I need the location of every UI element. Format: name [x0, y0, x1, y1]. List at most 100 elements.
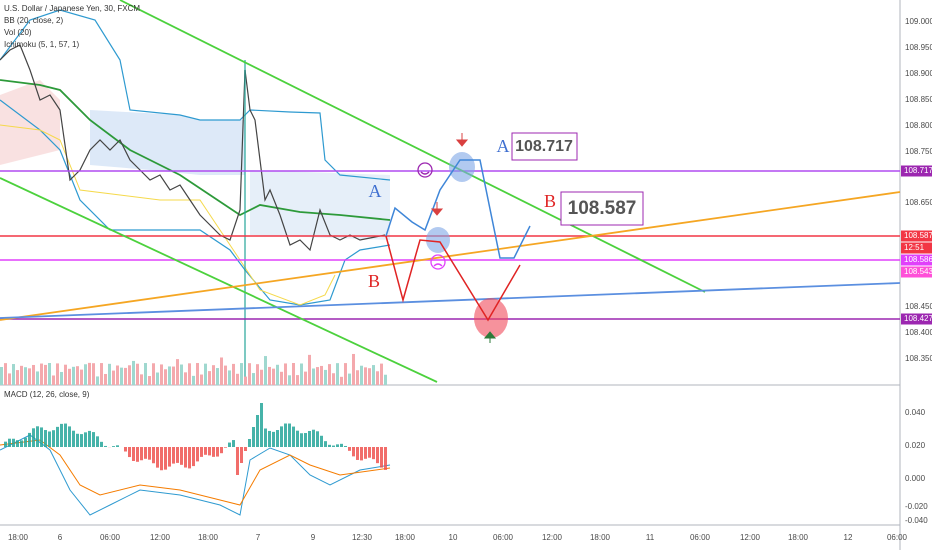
volume-bar	[308, 354, 311, 385]
histogram-bar	[344, 445, 347, 447]
volume-bar	[132, 360, 135, 385]
histogram-bar	[380, 447, 383, 468]
target-circle	[449, 152, 475, 182]
price-tag	[901, 266, 932, 278]
histogram-bar	[252, 427, 255, 447]
histogram-bar	[84, 432, 87, 447]
volume-bar	[12, 364, 15, 385]
volume-bar	[40, 363, 43, 385]
volume-bar	[172, 366, 175, 385]
histogram-bar	[12, 438, 15, 447]
histogram-bar	[148, 447, 151, 460]
volume-bar	[284, 363, 287, 385]
volume-bar	[352, 353, 355, 385]
price-axis-label: 108.800	[905, 121, 932, 130]
histogram-bar	[228, 442, 231, 447]
sad-face	[430, 254, 446, 270]
volume-bar	[100, 363, 103, 385]
histogram-bar	[240, 447, 243, 463]
volume-bar	[0, 367, 3, 385]
price-axis-label: 109.000	[905, 17, 932, 26]
volume-bar	[232, 363, 235, 385]
volume-bar	[120, 367, 123, 385]
histogram-bar	[124, 447, 127, 452]
volume-bar	[220, 357, 223, 385]
histogram-bar	[316, 431, 319, 447]
bb-basis	[0, 79, 391, 221]
volume-bar	[148, 376, 151, 385]
histogram-bar	[260, 403, 263, 447]
volume-bar	[60, 371, 63, 385]
volume-bar	[296, 375, 299, 385]
histogram-bar	[20, 440, 23, 447]
volume-bar	[8, 373, 11, 385]
price-axis-label: 108.450	[905, 302, 932, 311]
volume-bar	[368, 368, 371, 385]
volume-bar	[140, 374, 143, 385]
volume-bar	[44, 364, 47, 385]
volume-bar	[20, 365, 23, 385]
volume-bar	[48, 363, 51, 385]
volume-bar	[84, 364, 87, 385]
histogram-bar	[52, 430, 55, 447]
volume-bar	[52, 375, 55, 385]
histogram-bar	[132, 447, 135, 461]
price-tag-label: 108.587	[904, 231, 932, 240]
macd-line	[0, 434, 391, 516]
histogram-bar	[208, 447, 211, 456]
volume-bar	[248, 363, 251, 385]
price-tag-label: 108.586	[904, 255, 932, 264]
histogram-bar	[236, 447, 239, 475]
histogram-bar	[8, 438, 11, 447]
price-tag	[901, 230, 932, 242]
price-axis-label: 108.400	[905, 328, 932, 337]
bb-upper	[0, 9, 391, 181]
volume-bar	[32, 364, 35, 385]
volume-bar	[244, 376, 247, 385]
volume-bar	[264, 356, 267, 385]
volume-bar	[192, 375, 195, 385]
label-b: B	[368, 271, 380, 291]
price-tag-label: 108.717	[904, 166, 932, 175]
time-axis-label: 7	[256, 533, 261, 542]
volume-bar	[380, 363, 383, 385]
volume-bar	[288, 375, 291, 385]
histogram-bar	[212, 447, 215, 457]
histogram-bar	[4, 441, 7, 447]
trend-line	[0, 191, 901, 321]
macd-axis-label: -0.020	[905, 502, 928, 511]
bb-lower	[0, 99, 391, 306]
histogram-bar	[192, 447, 195, 467]
volume-bar	[384, 374, 387, 385]
cloud-blue-2	[250, 170, 390, 240]
volume-bar	[304, 371, 307, 385]
histogram-bar	[292, 426, 295, 447]
price-tag-label: 108.543	[904, 267, 932, 276]
volume-bar	[312, 368, 315, 385]
target-box	[511, 132, 578, 161]
histogram-bar	[48, 431, 51, 447]
volume-bar	[188, 363, 191, 385]
histogram-bar	[44, 430, 47, 447]
time-axis-label: 12:00	[542, 533, 563, 542]
volume-bar	[320, 365, 323, 385]
volume-bar	[4, 363, 7, 385]
histogram-bar	[312, 429, 315, 447]
time-axis-label: 18:00	[590, 533, 611, 542]
time-axis-label: 06:00	[100, 533, 121, 542]
volume-bar	[104, 373, 107, 385]
volume-bar	[328, 364, 331, 385]
time-axis-label: 06:00	[493, 533, 514, 542]
label-a: A	[497, 136, 510, 156]
histogram-bar	[272, 431, 275, 447]
price-tag	[901, 165, 932, 177]
volume-bar	[208, 371, 211, 385]
scenario-b	[385, 235, 521, 322]
histogram-bar	[64, 423, 67, 447]
histogram-bar	[352, 447, 355, 457]
volume-bar	[136, 363, 139, 385]
volume-bar	[292, 363, 295, 385]
histogram-bar	[340, 443, 343, 447]
volume-bar	[64, 364, 67, 385]
histogram-bar	[364, 447, 367, 459]
